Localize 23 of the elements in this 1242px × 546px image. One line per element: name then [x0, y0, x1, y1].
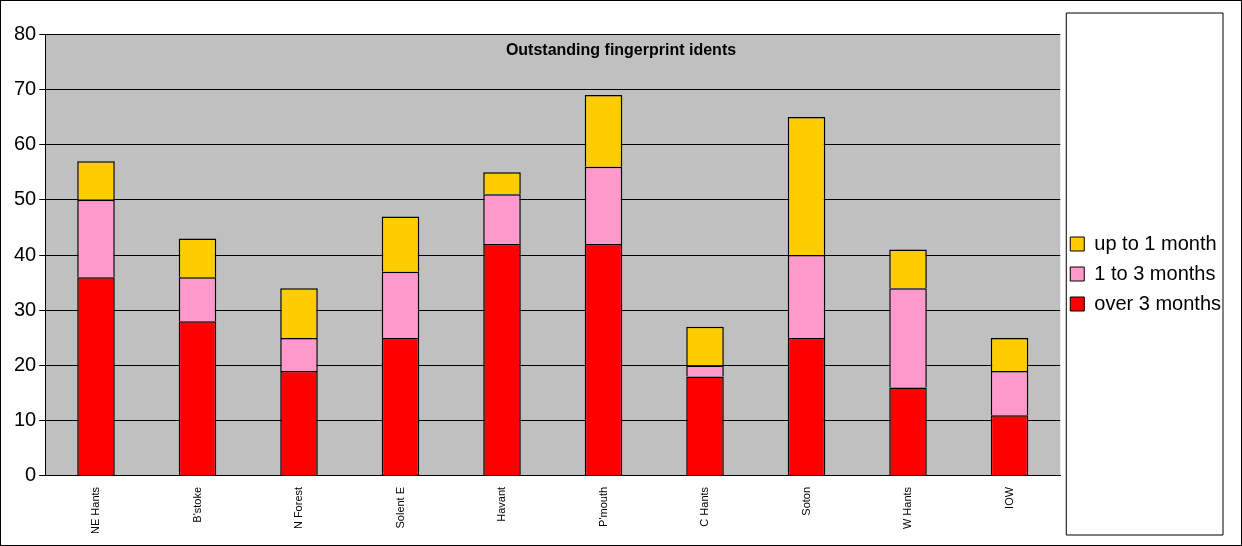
x-tick-label: Havant: [495, 486, 508, 522]
y-tick-label: 40: [14, 242, 37, 265]
y-tick-label: 0: [25, 463, 37, 486]
x-tick-label: W Hants: [901, 486, 914, 530]
legend-label: over 3 months: [1094, 291, 1222, 314]
legend-label: up to 1 month: [1094, 231, 1217, 254]
x-tick-label: C Hants: [698, 486, 711, 527]
y-tick-label: 20: [14, 353, 37, 376]
x-tick-label: NE Hants: [89, 486, 102, 535]
y-tick-label: 80: [14, 21, 37, 44]
x-tick-label: N Forest: [292, 486, 305, 530]
x-tick-label: Soton: [799, 486, 812, 516]
y-tick-label: 70: [14, 76, 37, 99]
x-tick-label: B'stoke: [190, 486, 203, 523]
chart-title: Outstanding fingerprint idents: [505, 41, 737, 59]
x-tick-label: P'mouth: [596, 486, 609, 527]
legend-label: 1 to 3 months: [1094, 261, 1216, 284]
x-tick-label: Solent E: [393, 486, 406, 529]
y-tick-label: 30: [14, 297, 37, 320]
y-tick-label: 50: [14, 187, 37, 210]
x-tick-label: IOW: [1002, 486, 1015, 509]
y-tick-label: 60: [14, 132, 37, 155]
y-tick-label: 10: [14, 408, 37, 431]
